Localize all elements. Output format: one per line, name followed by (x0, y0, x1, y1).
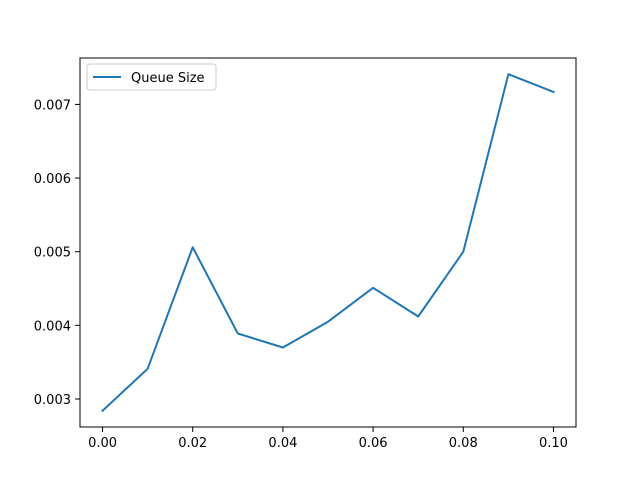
legend-label: Queue Size (131, 71, 205, 86)
x-tick-label: 0.08 (449, 436, 478, 451)
x-tick-label: 0.02 (178, 436, 207, 451)
plot-area-frame (79, 57, 577, 428)
x-tick-label: 0.04 (268, 436, 297, 451)
series-line-queue-size (101, 73, 555, 413)
x-tick-label: 0.00 (88, 436, 117, 451)
x-tick-label: 0.06 (359, 436, 388, 451)
legend: Queue Size (86, 63, 217, 91)
y-tick-label: 0.003 (34, 393, 71, 408)
x-tick-label: 0.10 (539, 436, 568, 451)
y-tick-label: 0.006 (34, 172, 71, 187)
y-tick-label: 0.007 (34, 98, 71, 113)
y-tick-label: 0.004 (34, 319, 71, 334)
plot-layer (79, 57, 577, 428)
legend-frame (86, 63, 217, 91)
y-tick-label: 0.005 (34, 246, 71, 261)
tick-layer: 0.00 0.02 0.04 0.06 0.08 0.10 0.003 0.004 0.005 0… (34, 98, 568, 451)
